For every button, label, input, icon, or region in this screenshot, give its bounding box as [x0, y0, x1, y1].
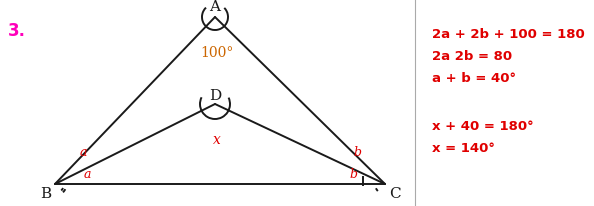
- Text: C: C: [389, 186, 400, 200]
- Text: a: a: [79, 146, 87, 159]
- Text: b: b: [353, 146, 361, 159]
- Text: a + b = 40°: a + b = 40°: [432, 72, 516, 85]
- Text: D: D: [209, 89, 221, 103]
- Text: a: a: [83, 168, 91, 181]
- Text: b: b: [349, 168, 357, 181]
- Text: 2a + 2b + 100 = 180: 2a + 2b + 100 = 180: [432, 28, 584, 41]
- Text: x: x: [213, 132, 221, 146]
- Text: A: A: [210, 0, 220, 14]
- Text: B: B: [40, 186, 51, 200]
- Text: 2a 2b = 80: 2a 2b = 80: [432, 50, 512, 63]
- Text: 3.: 3.: [8, 22, 26, 40]
- Text: x = 140°: x = 140°: [432, 141, 495, 154]
- Text: x + 40 = 180°: x + 40 = 180°: [432, 119, 533, 132]
- Text: 100°: 100°: [200, 46, 233, 60]
